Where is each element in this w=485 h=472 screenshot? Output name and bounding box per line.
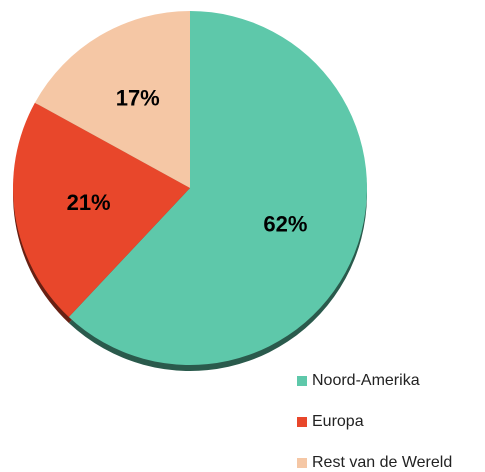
legend-swatch (297, 417, 307, 427)
slice (12, 102, 190, 318)
legend-swatch (297, 458, 307, 468)
data-label: 17% (116, 85, 160, 110)
slice (34, 11, 190, 188)
data-label: 62% (263, 212, 307, 237)
legend-label: Rest van de Wereld (312, 454, 452, 471)
data-label: 21% (67, 190, 111, 215)
slice (68, 11, 368, 365)
legend-swatch (297, 376, 307, 386)
legend-label: Europa (312, 413, 364, 430)
legend-label: Noord-Amerika (312, 372, 420, 389)
